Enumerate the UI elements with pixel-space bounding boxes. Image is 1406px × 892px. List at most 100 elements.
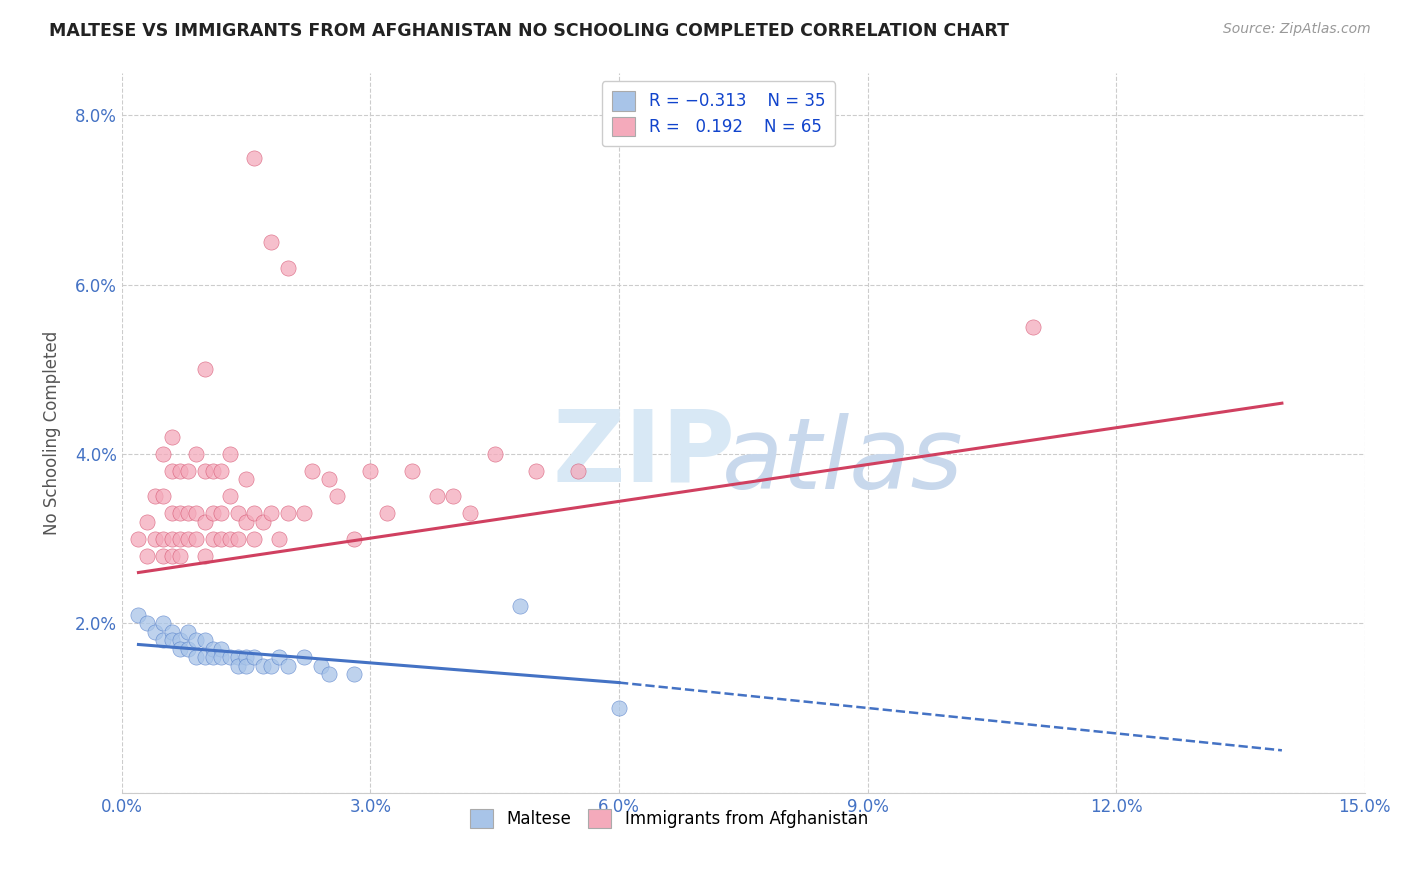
Point [135, 515, 157, 529]
Point [292, 650, 315, 665]
Point [235, 650, 257, 665]
Point [235, 515, 257, 529]
Point [484, 447, 506, 461]
Point [343, 532, 366, 546]
Text: MALTESE VS IMMIGRANTS FROM AFGHANISTAN NO SCHOOLING COMPLETED CORRELATION CHART: MALTESE VS IMMIGRANTS FROM AFGHANISTAN N… [49, 22, 1010, 40]
Point [186, 506, 208, 520]
Point [135, 549, 157, 563]
Text: atlas: atlas [721, 413, 963, 510]
Point [186, 633, 208, 648]
Point [152, 633, 174, 648]
Point [186, 447, 208, 461]
Point [226, 506, 249, 520]
Point [127, 607, 149, 622]
Point [202, 532, 225, 546]
Y-axis label: No Schooling Completed: No Schooling Completed [44, 331, 60, 535]
Point [169, 641, 191, 656]
Point [209, 464, 232, 478]
Text: ZIP: ZIP [553, 406, 735, 503]
Point [209, 650, 232, 665]
Point [152, 532, 174, 546]
Point [441, 489, 464, 503]
Point [209, 641, 232, 656]
Point [202, 650, 225, 665]
Point [243, 506, 266, 520]
Point [252, 515, 274, 529]
Point [375, 506, 398, 520]
Point [260, 506, 283, 520]
Point [243, 650, 266, 665]
Point [152, 447, 174, 461]
Point [277, 658, 299, 673]
Point [152, 616, 174, 631]
Point [218, 532, 240, 546]
Point [194, 633, 217, 648]
Point [426, 489, 449, 503]
Point [194, 549, 217, 563]
Point [209, 532, 232, 546]
Point [202, 506, 225, 520]
Point [318, 472, 340, 486]
Point [177, 641, 200, 656]
Point [509, 599, 531, 614]
Point [202, 464, 225, 478]
Point [186, 532, 208, 546]
Point [186, 650, 208, 665]
Point [160, 549, 183, 563]
Point [169, 532, 191, 546]
Point [359, 464, 381, 478]
Point [524, 464, 547, 478]
Point [607, 701, 630, 715]
Point [177, 506, 200, 520]
Point [567, 464, 589, 478]
Point [343, 667, 366, 681]
Point [243, 532, 266, 546]
Point [143, 489, 166, 503]
Point [127, 532, 149, 546]
Point [301, 464, 323, 478]
Point [143, 624, 166, 639]
Point [235, 658, 257, 673]
Point [194, 464, 217, 478]
Point [252, 658, 274, 673]
Point [243, 151, 266, 165]
Legend: Maltese, Immigrants from Afghanistan: Maltese, Immigrants from Afghanistan [463, 802, 875, 835]
Point [226, 658, 249, 673]
Point [326, 489, 349, 503]
Text: Source: ZipAtlas.com: Source: ZipAtlas.com [1223, 22, 1371, 37]
Point [160, 532, 183, 546]
Point [277, 506, 299, 520]
Point [177, 532, 200, 546]
Point [194, 362, 217, 376]
Point [260, 235, 283, 250]
Point [269, 532, 291, 546]
Point [218, 650, 240, 665]
Point [1022, 320, 1045, 334]
Point [152, 489, 174, 503]
Point [277, 260, 299, 275]
Point [160, 624, 183, 639]
Point [177, 624, 200, 639]
Point [169, 506, 191, 520]
Point [218, 447, 240, 461]
Point [135, 616, 157, 631]
Point [177, 464, 200, 478]
Point [260, 658, 283, 673]
Point [292, 506, 315, 520]
Point [152, 549, 174, 563]
Point [269, 650, 291, 665]
Point [235, 472, 257, 486]
Point [160, 633, 183, 648]
Point [309, 658, 332, 673]
Point [209, 506, 232, 520]
Point [318, 667, 340, 681]
Point [143, 532, 166, 546]
Point [160, 430, 183, 444]
Point [160, 506, 183, 520]
Point [194, 515, 217, 529]
Point [458, 506, 481, 520]
Point [169, 549, 191, 563]
Point [202, 641, 225, 656]
Point [401, 464, 423, 478]
Point [169, 633, 191, 648]
